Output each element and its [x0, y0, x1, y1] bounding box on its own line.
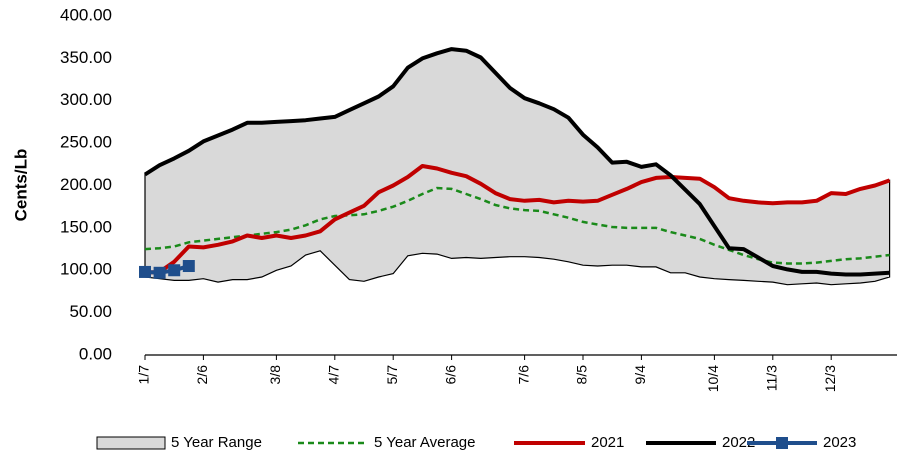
series-line — [144, 264, 190, 275]
legend-label: 2023 — [823, 434, 856, 451]
legend-marker — [776, 437, 788, 449]
x-tick-label: 8/5 — [574, 365, 590, 385]
x-tick-label: 11/3 — [764, 365, 780, 391]
marker — [139, 265, 151, 278]
x-tick-label: 6/6 — [442, 365, 458, 385]
series-line — [143, 47, 890, 277]
x-tick-label: 3/8 — [267, 365, 283, 385]
y-tick-label: 150.00 — [60, 217, 112, 236]
x-tick-label: 7/6 — [515, 365, 531, 385]
y-tick-label: 100.00 — [60, 260, 112, 279]
range-area — [144, 48, 891, 286]
y-tick-label: 50.00 — [69, 302, 112, 321]
marker — [168, 264, 181, 277]
legend-label: 2022 — [722, 434, 755, 451]
legend-swatch — [96, 436, 166, 450]
x-tick-label: 12/3 — [822, 365, 838, 392]
y-tick-label: 250.00 — [60, 133, 112, 152]
y-tick-label: 0.00 — [79, 344, 112, 363]
y-axis-label: Cents/Lb — [11, 149, 30, 222]
legend-label: 5 Year Average — [374, 434, 475, 451]
x-tick-label: 2/6 — [194, 365, 210, 385]
y-tick-label: 350.00 — [60, 48, 112, 67]
legend-label: 5 Year Range — [171, 434, 262, 451]
marker — [182, 260, 195, 273]
y-tick-label: 400.00 — [60, 5, 112, 24]
y-tick-label: 300.00 — [60, 90, 112, 109]
x-tick-label: 1/7 — [136, 365, 152, 385]
marker — [153, 266, 166, 279]
x-tick-label: 4/7 — [326, 365, 342, 385]
average-line — [144, 186, 890, 265]
y-tick-label: 200.00 — [60, 175, 112, 194]
x-tick-label: 10/4 — [705, 365, 721, 392]
legend-label: 2021 — [591, 434, 624, 451]
series-line — [144, 164, 891, 275]
x-tick-label: 5/7 — [384, 365, 400, 385]
x-tick-label: 9/4 — [632, 365, 648, 385]
